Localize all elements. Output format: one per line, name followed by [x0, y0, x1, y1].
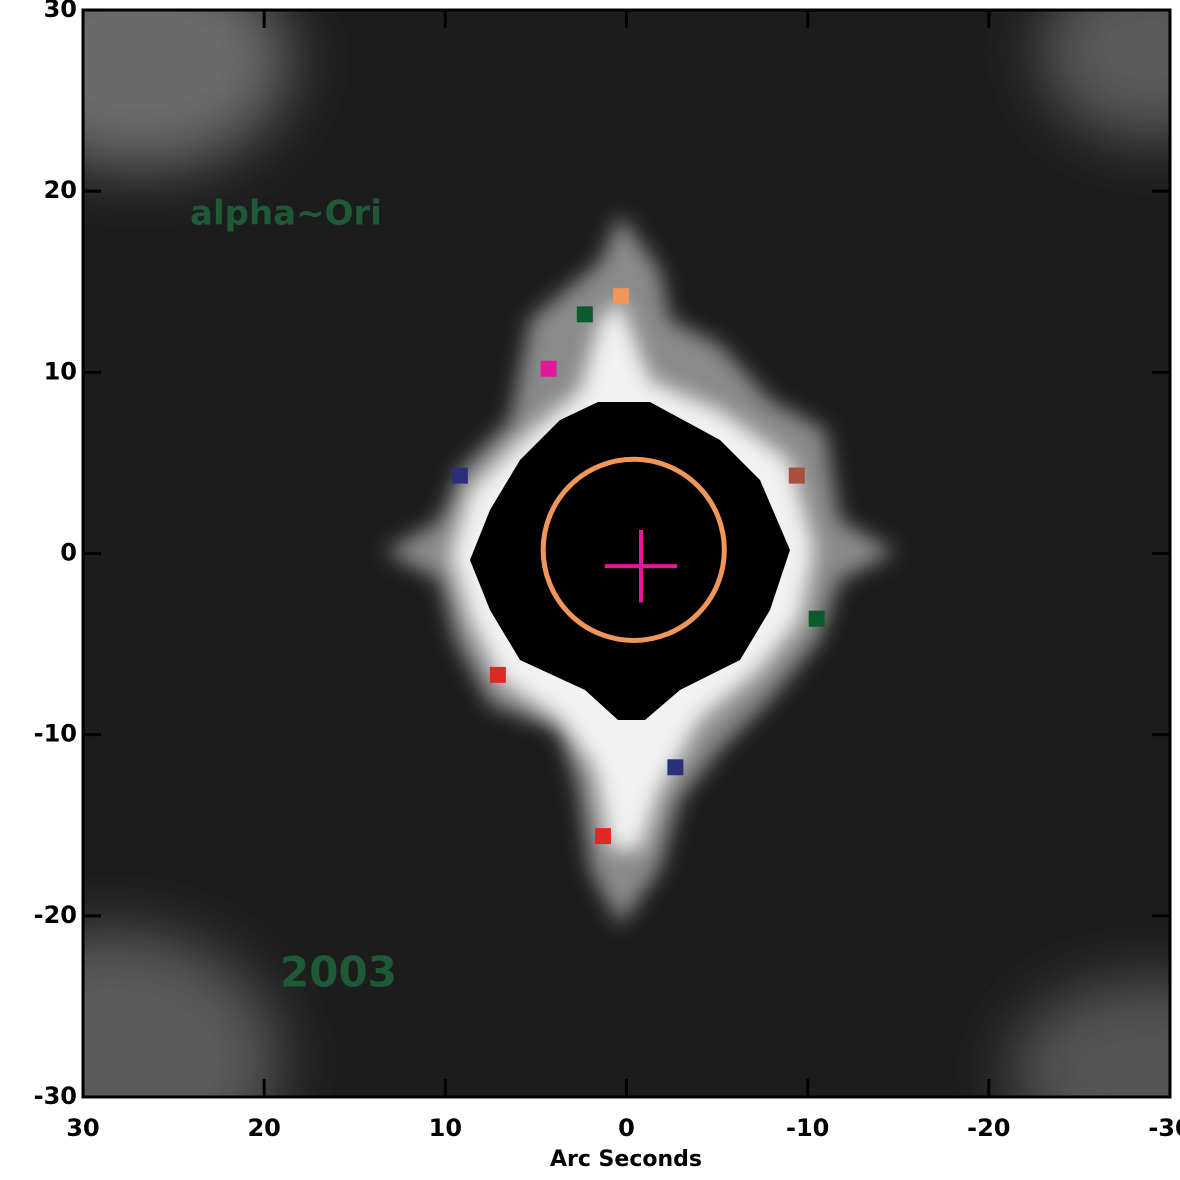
core	[470, 402, 790, 720]
point	[576, 306, 593, 323]
point	[613, 288, 630, 305]
y-tick-label: 0	[60, 539, 77, 567]
y-tick-label: -10	[34, 720, 77, 748]
annotation: alpha~Ori	[190, 194, 382, 234]
point	[808, 610, 825, 627]
corner-glow	[1010, 980, 1170, 1097]
circle	[540, 456, 727, 643]
x-tick-label: -30	[1148, 1114, 1180, 1142]
y-tick-label: 20	[44, 176, 77, 204]
y-tick-label: -20	[34, 901, 77, 929]
point	[667, 759, 684, 776]
x-tick-label: -10	[786, 1114, 829, 1142]
corner-glow	[83, 930, 280, 1097]
y-tick-label: -30	[34, 1082, 77, 1110]
annotation: 2003	[280, 948, 397, 997]
corner-glow	[1040, 10, 1170, 140]
point	[540, 360, 557, 377]
point	[489, 666, 506, 683]
point	[594, 828, 611, 845]
x-tick-label: 10	[429, 1114, 462, 1142]
x-tick-label: 20	[247, 1114, 280, 1142]
x-tick-label: -20	[967, 1114, 1010, 1142]
x-tick-label: 0	[618, 1114, 635, 1142]
corner-glow	[83, 10, 290, 170]
y-tick-label: 30	[44, 0, 77, 23]
point	[451, 467, 468, 484]
point	[788, 467, 805, 484]
y-tick-label: 10	[44, 357, 77, 385]
x-axis-label: Arc Seconds	[550, 1147, 702, 1172]
cross	[604, 529, 678, 603]
x-tick-label: 30	[66, 1114, 99, 1142]
